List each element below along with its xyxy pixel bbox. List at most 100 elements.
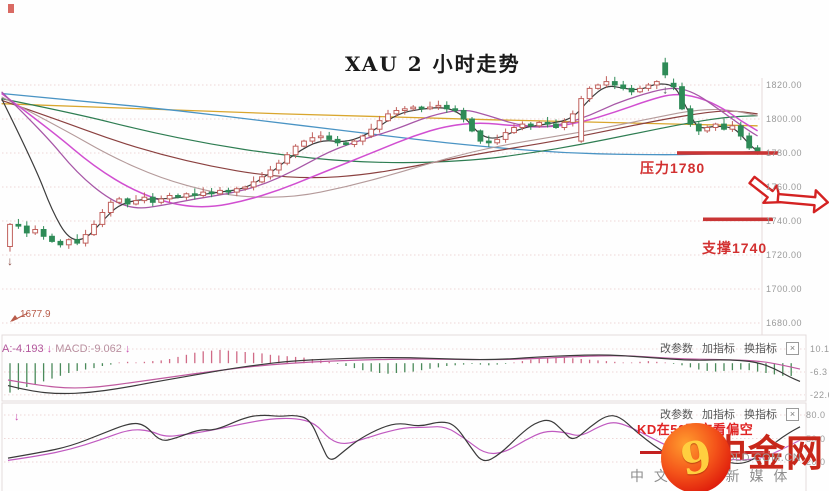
- price-axis-label: 1720.00: [766, 250, 803, 260]
- candle-up: [166, 195, 173, 200]
- change-params-button[interactable]: 改参数: [660, 343, 693, 355]
- candle-up: [116, 198, 123, 203]
- candle-up: [317, 135, 324, 139]
- kd-axis-label: 50.0: [806, 433, 826, 444]
- price-axis-label: 1760.00: [766, 182, 803, 192]
- ma-magenta: [1, 92, 758, 208]
- level-line: [677, 151, 778, 155]
- down-arrow-icon: ↓: [46, 343, 53, 355]
- candle-down: [40, 229, 47, 237]
- candle-down: [191, 193, 198, 197]
- ma-yellow: [1, 103, 758, 127]
- candle-up: [519, 123, 526, 128]
- trend-block-arrow: [776, 189, 829, 214]
- signal-down-arrow: ↓: [7, 254, 13, 268]
- candle-up: [158, 198, 165, 203]
- close-icon[interactable]: ×: [786, 341, 799, 355]
- macd-readout: A:-4.193 ↓ MACD:-9.062 ↓: [2, 343, 130, 355]
- candle-down: [149, 196, 156, 203]
- candle-up: [309, 137, 316, 142]
- candle-down: [460, 110, 467, 120]
- ma-green: [1, 98, 758, 164]
- candle-up: [393, 110, 400, 115]
- candle-up: [359, 135, 366, 142]
- candle-up: [275, 162, 282, 171]
- candle-down: [343, 142, 349, 146]
- add-indicator-button[interactable]: 加指标: [702, 409, 735, 421]
- candle-up: [301, 140, 307, 147]
- switch-indicator-button[interactable]: 换指标: [744, 343, 777, 355]
- candle-down: [611, 81, 618, 86]
- candle-up: [410, 106, 417, 110]
- candle-up: [183, 193, 190, 198]
- candle-up: [511, 127, 517, 134]
- candle-down: [553, 123, 559, 128]
- candle-up: [427, 106, 433, 110]
- candle-down: [737, 125, 744, 137]
- corner-red-mark: [8, 4, 14, 13]
- candle-up: [435, 104, 442, 108]
- macd-value: MACD:-9.062: [55, 343, 122, 355]
- cngold-logo: 9: [661, 423, 731, 491]
- candle-down: [175, 195, 181, 198]
- candle-down: [687, 108, 694, 125]
- candle-up: [704, 127, 711, 132]
- candle-down: [628, 87, 635, 93]
- candle-up: [595, 84, 601, 89]
- candle-up: [569, 113, 576, 123]
- candle-up: [141, 196, 148, 202]
- prior-low-label: 1677.9: [20, 309, 51, 320]
- candle-down: [485, 140, 492, 144]
- candle-down: [695, 123, 702, 132]
- resistance-label: 压力1780: [640, 160, 706, 176]
- candle-down: [469, 118, 475, 132]
- candle-down: [452, 108, 459, 112]
- candle-up: [729, 125, 736, 130]
- dea-value: A:-4.193: [2, 343, 44, 355]
- candle-down: [208, 191, 215, 195]
- candle-down: [418, 106, 425, 110]
- candle-down: [124, 198, 131, 205]
- candle-up: [603, 81, 610, 86]
- candle-down: [334, 138, 341, 144]
- macd-panel-menu: 改参数 加指标 换指标 ×: [660, 340, 799, 356]
- down-arrow-icon: ↓: [124, 343, 131, 355]
- add-indicator-button[interactable]: 加指标: [702, 343, 735, 355]
- ma-gray: [1, 96, 758, 198]
- candle-up: [502, 132, 509, 140]
- candle-up: [242, 186, 249, 190]
- close-icon[interactable]: ×: [786, 407, 799, 421]
- low-callout-head: [10, 315, 18, 322]
- candle-down: [477, 130, 484, 142]
- macd-axis-label: -22.6: [810, 389, 829, 400]
- change-params-button[interactable]: 改参数: [660, 409, 693, 421]
- candle-down: [23, 225, 30, 234]
- candle-down: [721, 123, 727, 130]
- candle-up: [7, 223, 13, 247]
- candle-down: [326, 135, 333, 140]
- candle-up: [368, 128, 375, 137]
- candle-up: [217, 189, 223, 195]
- candle-up: [65, 239, 72, 246]
- candle-down: [754, 147, 761, 152]
- candle-up: [536, 121, 543, 127]
- trend-block-arrow: [748, 175, 782, 205]
- switch-indicator-button[interactable]: 换指标: [744, 409, 777, 421]
- candle-up: [401, 108, 408, 112]
- price-axis-label: 1680.00: [766, 318, 803, 328]
- price-axis-label: 1700.00: [766, 284, 803, 294]
- candle-down: [49, 235, 55, 242]
- logo-swirl-icon: 9: [676, 430, 716, 486]
- candle-down: [15, 223, 22, 227]
- kd-down-arrow: ↓: [14, 411, 20, 423]
- candle-down: [620, 84, 627, 89]
- candle-down: [57, 240, 64, 246]
- candle-up: [284, 154, 291, 164]
- candle-down: [225, 189, 232, 193]
- candle-up: [32, 229, 39, 234]
- candle-down: [746, 135, 753, 149]
- candle-up: [586, 87, 593, 100]
- kd-axis-label: 20.0: [806, 457, 826, 467]
